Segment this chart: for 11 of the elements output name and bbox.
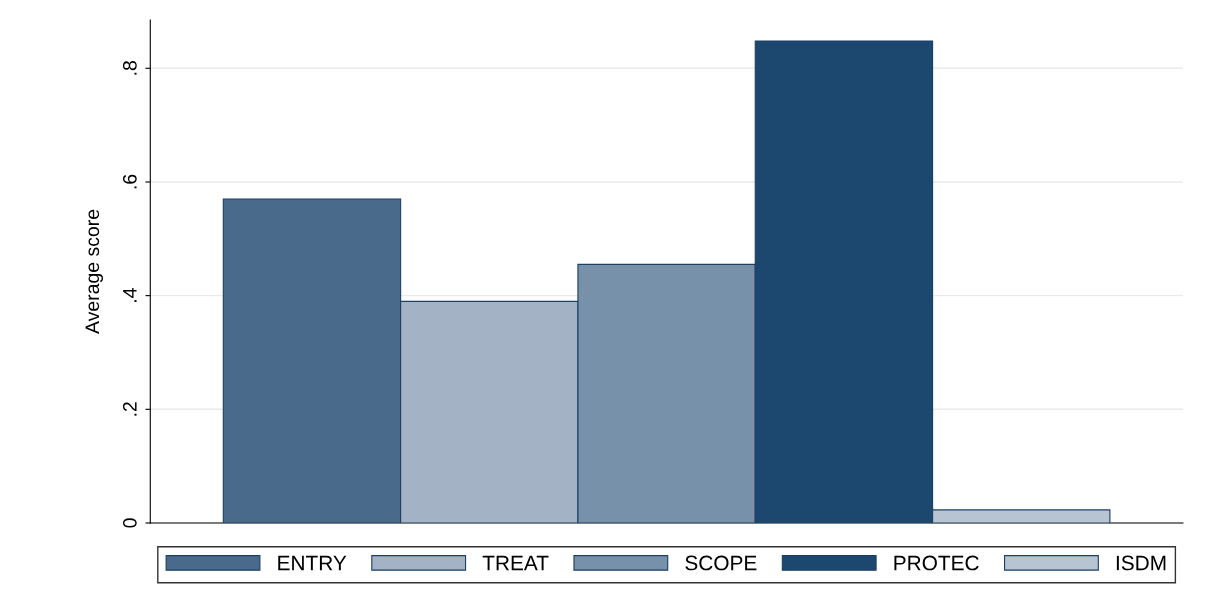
y-tick-label: .6 <box>122 174 137 189</box>
y-tick-label: .4 <box>123 288 137 302</box>
y-tick-label: 0 <box>122 518 137 528</box>
legend-label: TREAT <box>482 555 549 571</box>
legend-label: PROTEC <box>894 555 979 571</box>
y-axis-title: Average score <box>85 209 103 334</box>
legend-label: ENTRY <box>278 555 347 571</box>
y-tick-label: .2 <box>122 402 137 416</box>
legend-label: ISDM <box>1116 555 1166 571</box>
legend-label: SCOPE <box>685 555 757 571</box>
y-tick-label: .8 <box>122 61 137 75</box>
